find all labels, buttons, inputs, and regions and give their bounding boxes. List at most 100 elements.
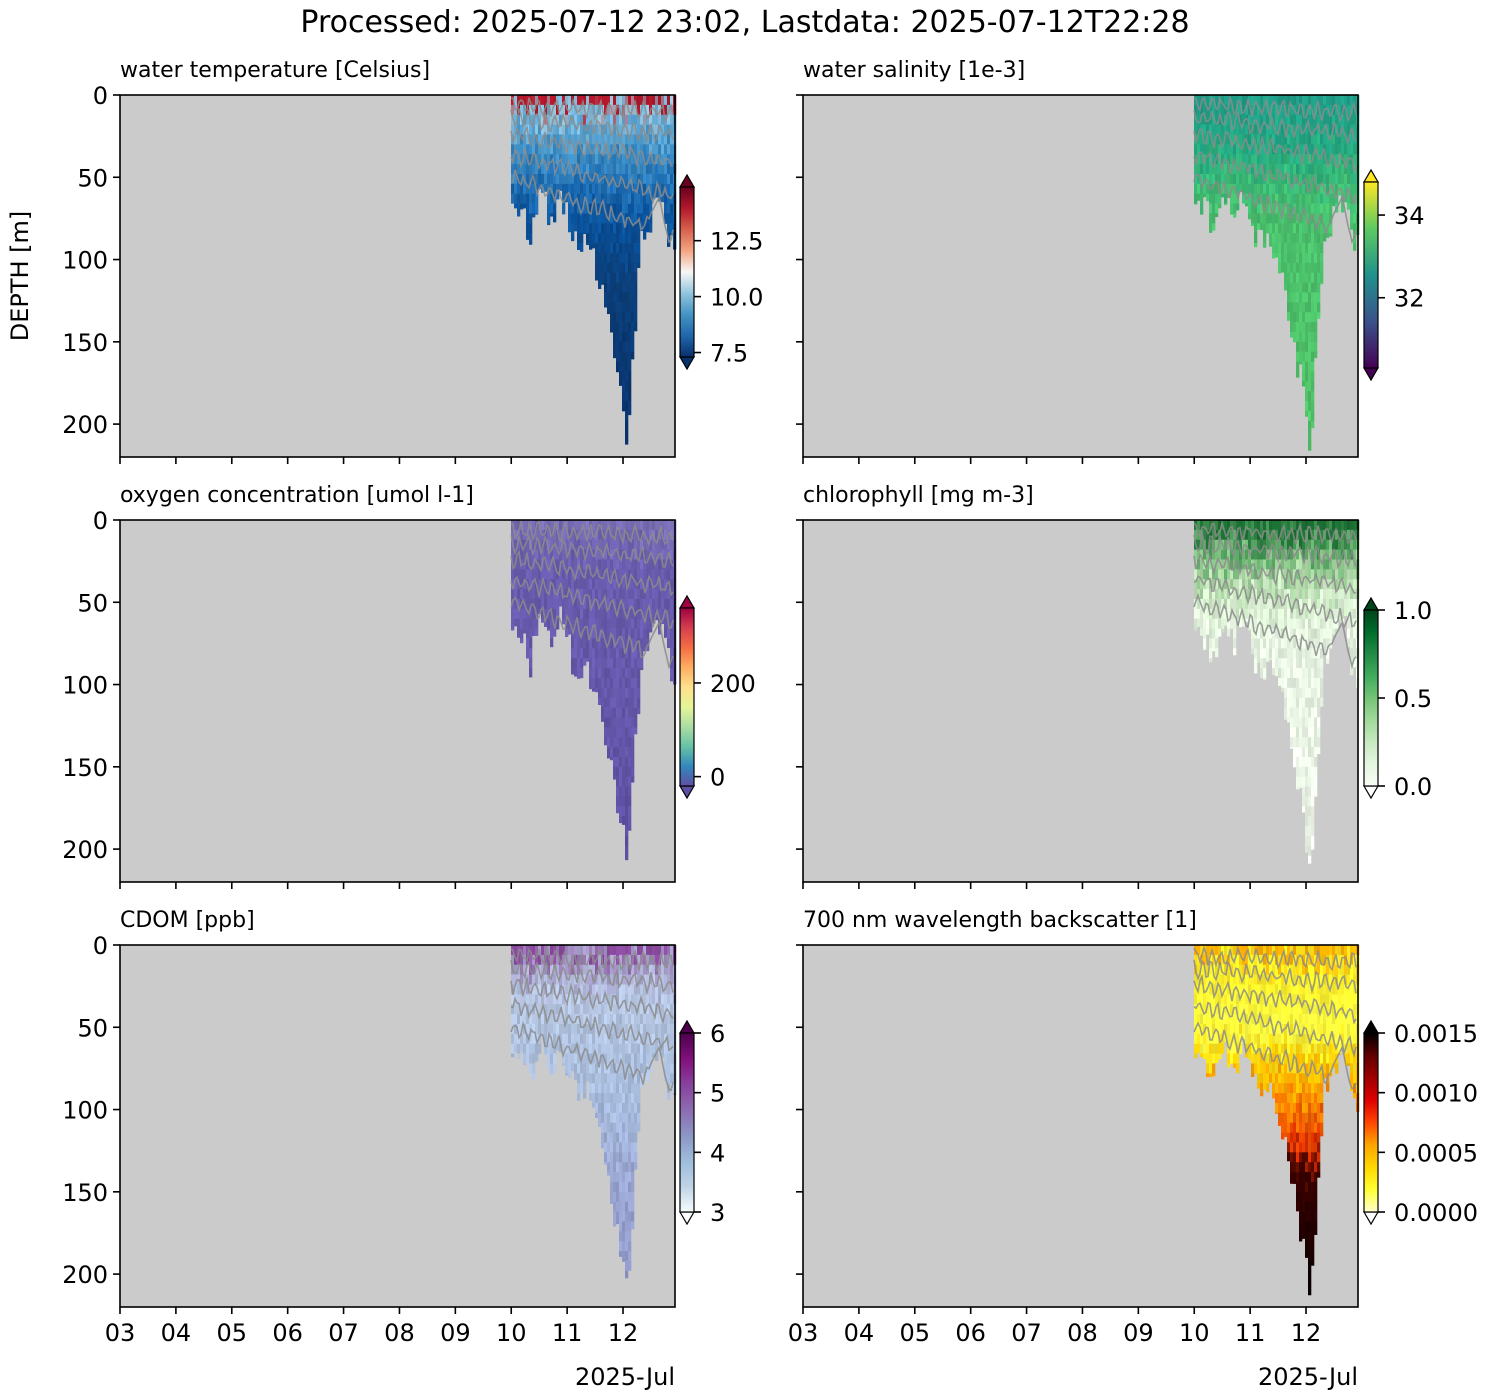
heatmap-cell: [1260, 668, 1264, 679]
heatmap-cell: [628, 974, 632, 985]
heatmap-cell: [517, 213, 521, 217]
heatmap-cell: [622, 1260, 626, 1262]
heatmap-cell: [1254, 203, 1258, 214]
heatmap-cell: [559, 964, 563, 975]
heatmap-cell: [667, 193, 671, 204]
heatmap-cell: [1305, 312, 1309, 323]
heatmap-cell: [610, 144, 614, 155]
heatmap-cell: [523, 114, 527, 125]
heatmap-cell: [1227, 183, 1231, 195]
heatmap-cell: [1335, 569, 1339, 580]
heatmap-cell: [547, 579, 551, 590]
colorbar-tick-label: 5: [710, 1080, 725, 1108]
heatmap-cell: [1338, 134, 1342, 145]
heatmap-cell: [583, 520, 587, 531]
heatmap-cell: [622, 134, 626, 145]
heatmap-cell: [1302, 282, 1306, 293]
heatmap-cell: [565, 134, 569, 145]
heatmap-cell: [1317, 252, 1321, 264]
heatmap-cell: [1278, 598, 1282, 610]
heatmap-cell: [562, 1033, 566, 1045]
heatmap-cell: [1212, 638, 1216, 649]
heatmap-cell: [1281, 529, 1285, 541]
heatmap-cell: [670, 1023, 674, 1035]
heatmap-cell: [607, 1053, 611, 1064]
heatmap-cell: [1278, 589, 1282, 600]
heatmap-cell: [583, 539, 587, 550]
heatmap-cell: [529, 648, 533, 659]
heatmap-cell: [649, 628, 653, 633]
heatmap-cell: [1314, 747, 1318, 758]
heatmap-cell: [553, 1004, 557, 1015]
heatmap-cell: [595, 1083, 599, 1094]
heatmap-cell: [517, 529, 521, 541]
heatmap-cell: [622, 1162, 626, 1173]
heatmap-cell: [1320, 173, 1324, 185]
heatmap-cell: [1236, 608, 1240, 620]
heatmap-cell: [652, 95, 656, 106]
heatmap-cell: [529, 529, 533, 541]
heatmap-cell: [622, 786, 626, 797]
heatmap-cell: [628, 391, 632, 402]
heatmap-cell: [529, 569, 533, 580]
heatmap-cell: [1197, 144, 1201, 155]
heatmap-cell: [1317, 589, 1321, 600]
heatmap-cell: [1344, 144, 1348, 155]
heatmap-cell: [628, 401, 632, 412]
heatmap-cell: [616, 1102, 620, 1114]
heatmap-cell: [1284, 579, 1288, 590]
heatmap-cell: [598, 974, 602, 985]
heatmap-cell: [523, 95, 527, 106]
heatmap-cell: [652, 945, 656, 956]
heatmap-cell: [616, 312, 620, 323]
heatmap-cell: [1293, 529, 1297, 541]
heatmap-cell: [634, 144, 638, 155]
heatmap-cell: [1248, 569, 1252, 580]
heatmap-cell: [1197, 945, 1201, 956]
heatmap-cell: [1308, 776, 1312, 787]
heatmap-cell: [628, 648, 632, 659]
heatmap-cell: [511, 1004, 515, 1015]
heatmap-cell: [1269, 144, 1273, 155]
heatmap-cell: [616, 1063, 620, 1074]
heatmap-cell: [634, 233, 638, 244]
heatmap-cell: [649, 598, 653, 610]
heatmap-cell: [523, 945, 527, 956]
heatmap-cell: [607, 994, 611, 1005]
heatmap-cell: [622, 183, 626, 195]
heatmap-cell: [1296, 292, 1300, 303]
heatmap-cell: [568, 994, 572, 1005]
heatmap-cell: [514, 1033, 518, 1045]
heatmap-cell: [1350, 144, 1354, 155]
heatmap-cell: [1317, 559, 1321, 570]
heatmap-cell: [613, 1211, 617, 1222]
heatmap-cell: [1272, 233, 1276, 244]
heatmap-cell: [562, 104, 566, 116]
heatmap-cell: [526, 164, 530, 175]
heatmap-cell: [592, 144, 596, 155]
heatmap-cell: [514, 114, 518, 125]
heatmap-cell: [1308, 213, 1312, 224]
heatmap-cell: [652, 579, 656, 590]
heatmap-cell: [1212, 648, 1216, 652]
heatmap-cell: [580, 183, 584, 195]
heatmap-cell: [598, 1033, 602, 1045]
heatmap-cell: [1257, 648, 1261, 659]
heatmap-cell: [1311, 312, 1315, 323]
heatmap-cell: [619, 539, 623, 550]
heatmap-cell: [577, 1093, 581, 1101]
heatmap-cell: [1209, 598, 1213, 610]
heatmap-cell: [664, 618, 668, 629]
heatmap-cell: [622, 252, 626, 264]
heatmap-cell: [589, 203, 593, 214]
heatmap-cell: [625, 104, 629, 116]
heatmap-cell: [577, 223, 581, 234]
heatmap-cell: [583, 1014, 587, 1025]
heatmap-cell: [541, 994, 545, 1005]
heatmap-cell: [514, 173, 518, 185]
heatmap-cell: [658, 95, 662, 106]
heatmap-cell: [1296, 520, 1300, 531]
heatmap-cell: [529, 95, 533, 106]
heatmap-cell: [511, 1014, 515, 1025]
